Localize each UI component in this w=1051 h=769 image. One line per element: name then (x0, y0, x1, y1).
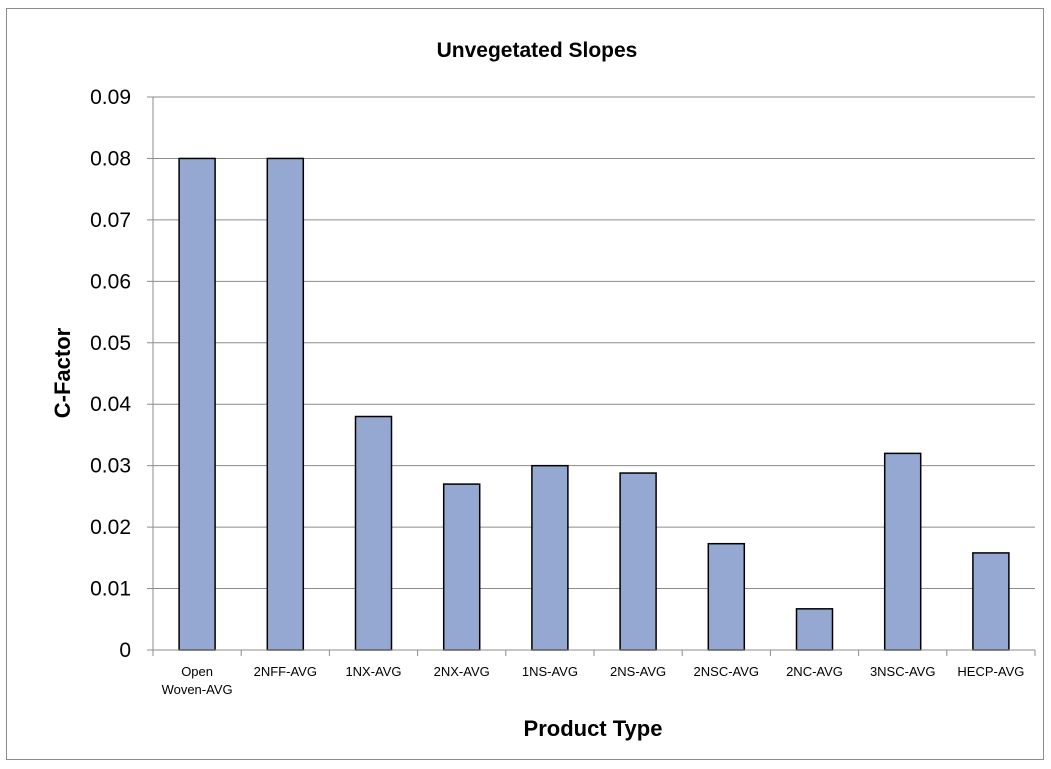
y-axis-title: C-Factor (50, 327, 75, 418)
bar (707, 542, 746, 651)
x-tick-label: 3NSC-AVG (870, 664, 936, 679)
bar (619, 472, 657, 651)
x-axis-title: Product Type (524, 716, 663, 741)
x-tick-label: 1NX-AVG (345, 664, 401, 679)
x-tick-labels: Open Woven-AVG 2NFF-AVG 1NX-AVG 2NX-AVG 1NS-A… (162, 664, 1025, 697)
x-tick-label: 2NFF-AVG (254, 664, 317, 679)
bar (266, 157, 305, 651)
y-tick-label: 0.08 (90, 147, 131, 170)
axes (147, 96, 1036, 656)
bar (795, 608, 834, 651)
x-tick-label: 2NS-AVG (610, 664, 666, 679)
y-tick-label: 0.01 (90, 578, 131, 601)
y-tick-label: 0 (119, 639, 131, 662)
chart-title: Unvegetated Slopes (437, 39, 638, 62)
x-tick-label: HECP-AVG (957, 664, 1024, 679)
bar (531, 464, 569, 651)
y-tick-label: 0.04 (90, 393, 131, 416)
bars (178, 157, 1010, 651)
y-tick-label: 0.02 (90, 516, 131, 539)
bar (178, 157, 216, 651)
x-tick-label: Open Woven-AVG (162, 664, 233, 697)
y-tick-label: 0.05 (90, 332, 131, 355)
y-tick-label: 0.06 (90, 270, 131, 293)
x-tick-label: 2NSC-AVG (694, 664, 760, 679)
y-tick-label: 0.03 (90, 455, 131, 478)
bar (972, 552, 1010, 651)
x-tick-label: 2NX-AVG (434, 664, 490, 679)
bar (354, 415, 393, 651)
bar (883, 452, 922, 651)
x-tick-label: 2NC-AVG (786, 664, 843, 679)
y-tick-label: 0.07 (90, 209, 131, 232)
bar (442, 483, 481, 651)
y-tick-label: 0.09 (90, 86, 131, 109)
y-tick-labels: 0 0.01 0.02 0.03 0.04 0.05 0.06 0.07 0.08 0.09 (90, 86, 131, 662)
x-tick-label: 1NS-AVG (522, 664, 578, 679)
